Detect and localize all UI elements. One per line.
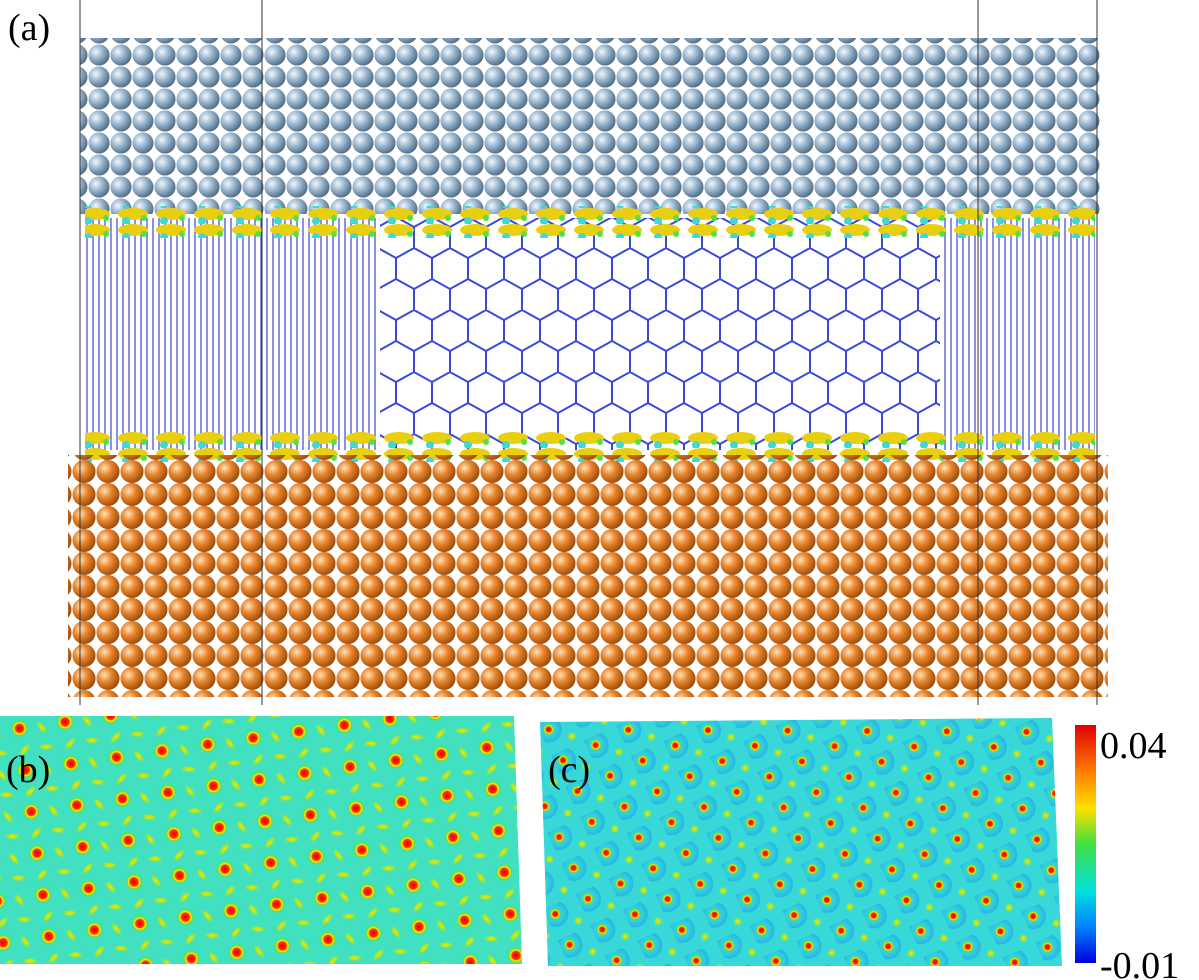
density-map-c (540, 718, 1062, 966)
panel-label: (c) (548, 749, 590, 791)
density-map-b (0, 716, 522, 964)
colorbar: 0.04 -0.01 (1075, 725, 1179, 980)
panel-c: (c) (540, 718, 1062, 966)
graphite-hex (380, 218, 940, 450)
panel-b: (b) (0, 716, 522, 964)
bottom-slab-depth (80, 466, 1090, 688)
panel-a: (a) (8, 0, 1108, 705)
panel-label: (a) (8, 7, 50, 49)
colorbar-max: 0.04 (1100, 725, 1167, 767)
colorbar-scale (1075, 725, 1096, 963)
top-slab-depth (91, 49, 1091, 209)
top-interface (85, 206, 1095, 238)
panel-label: (b) (6, 749, 50, 791)
colorbar-min: -0.01 (1100, 945, 1179, 980)
